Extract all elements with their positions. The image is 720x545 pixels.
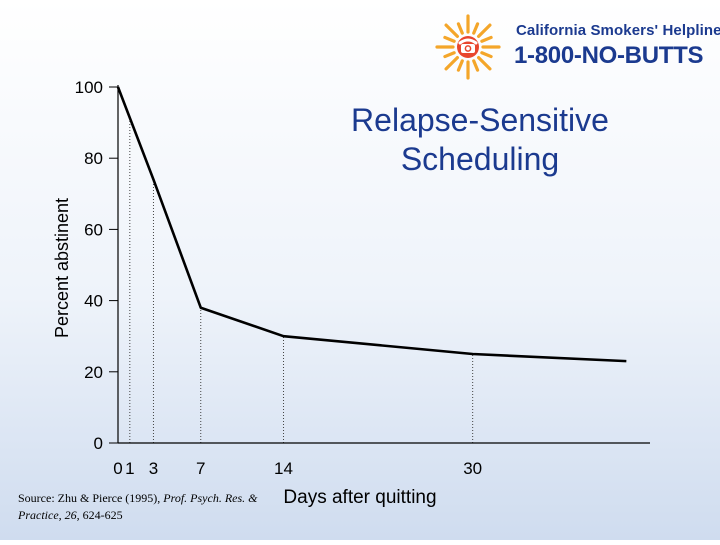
x-tick-label-3: 3 [149,459,158,478]
helpline-name: California Smokers' Helpline [516,22,720,39]
source-journal: Prof. Psych. Res. & Practice, 26, [18,491,258,522]
y-tick-label-40: 40 [84,292,103,311]
y-ticks: 0 20 40 60 80 100 [75,78,118,453]
helpline-phone-number: 1-800-NO-BUTTS [514,42,704,69]
x-tick-label-0: 0 [113,459,122,478]
chart-title-line-1: Relapse-Sensitive [351,102,609,138]
y-tick-label-80: 80 [84,149,103,168]
source-prefix: Source: Zhu & Pierce (1995), [18,491,164,505]
helpline-logo: California Smokers' Helpline 1-800-NO-BU… [428,14,720,80]
y-tick-label-100: 100 [75,78,103,97]
y-tick-label-0: 0 [94,434,103,453]
y-tick-label-60: 60 [84,220,103,239]
reference-lines [129,117,474,443]
x-tick-label-7: 7 [196,459,205,478]
x-axis-label: Days after quitting [283,487,436,508]
source-pages: 624-625 [79,508,123,522]
series-group [116,86,627,363]
y-tick-label-20: 20 [84,363,103,382]
x-ticks: 0 1 3 7 14 30 [113,459,482,478]
x-tick-label-1: 1 [125,459,134,478]
x-tick-label-14: 14 [274,459,293,478]
sun-phone-icon [435,14,501,80]
y-axis-label: Percent abstinent [52,198,72,338]
chart-title-line-2: Scheduling [401,141,559,177]
source-citation: Source: Zhu & Pierce (1995), Prof. Psych… [18,490,268,524]
series-line-abstinence [116,86,627,363]
x-tick-label-30: 30 [463,459,482,478]
axes [117,85,650,444]
